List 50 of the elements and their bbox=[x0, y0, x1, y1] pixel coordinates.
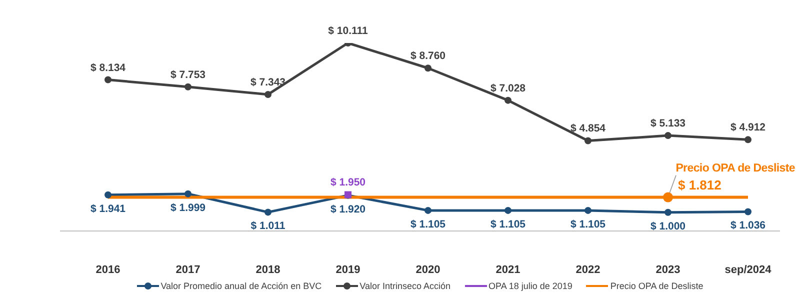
data-label: $ 1.011 bbox=[250, 220, 286, 232]
data-label: $ 4.854 bbox=[570, 122, 606, 135]
data-label: $ 1.000 bbox=[650, 220, 686, 232]
data-label: $ 1.036 bbox=[730, 220, 766, 232]
point bbox=[424, 64, 432, 72]
data-label: $ 8.134 bbox=[90, 62, 126, 74]
point bbox=[664, 132, 672, 140]
x-tick-label: 2021 bbox=[496, 264, 520, 276]
point bbox=[424, 206, 432, 214]
x-tick-label: 2017 bbox=[176, 264, 200, 276]
data-label: $ 5.133 bbox=[650, 118, 686, 130]
point bbox=[584, 137, 592, 144]
data-label: $ 1.812 bbox=[678, 177, 722, 192]
data-label: $ 1.941 bbox=[90, 202, 126, 215]
point bbox=[663, 192, 673, 202]
legend-label: Precio OPA de Desliste bbox=[609, 281, 704, 291]
x-tick-label: 2022 bbox=[576, 264, 600, 276]
legend-label: OPA 18 julio de 2019 bbox=[488, 281, 572, 291]
point bbox=[184, 190, 192, 198]
point bbox=[584, 206, 592, 214]
data-label: $ 8.760 bbox=[410, 50, 446, 62]
point bbox=[504, 96, 512, 104]
point bbox=[264, 208, 272, 216]
data-label: $ 4.912 bbox=[730, 122, 766, 134]
x-tick-label: 2018 bbox=[256, 264, 280, 276]
annotation: Precio OPA de Desliste bbox=[676, 162, 795, 174]
data-label: $ 1.999 bbox=[170, 202, 206, 214]
legend-label: Valor Promedio anual de Acción en BVC bbox=[160, 281, 322, 291]
point bbox=[744, 208, 752, 216]
data-label: $ 1.105 bbox=[570, 218, 606, 230]
point bbox=[264, 90, 272, 98]
data-label: $ 10.111 bbox=[328, 25, 368, 37]
point bbox=[744, 136, 752, 144]
x-tick-label: 2016 bbox=[96, 264, 120, 276]
legend-label: Valor Intrinseco Acción bbox=[358, 281, 451, 291]
point bbox=[504, 206, 512, 214]
point bbox=[184, 83, 192, 90]
point bbox=[104, 76, 112, 84]
data-label: $ 7.753 bbox=[170, 68, 206, 81]
data-label: $ 1.105 bbox=[410, 218, 446, 230]
x-tick-label: 2020 bbox=[416, 264, 440, 276]
data-label: $ 7.028 bbox=[490, 82, 526, 94]
x-tick-label: sep/2024 bbox=[724, 264, 772, 276]
x-tick-label: 2023 bbox=[656, 264, 680, 276]
data-label: $ 1.105 bbox=[490, 218, 526, 230]
x-tick-label: 2019 bbox=[336, 264, 360, 276]
point bbox=[104, 191, 112, 198]
point bbox=[664, 208, 672, 216]
data-label: $ 1.920 bbox=[330, 203, 366, 216]
data-label: $ 1.950 bbox=[330, 176, 366, 189]
